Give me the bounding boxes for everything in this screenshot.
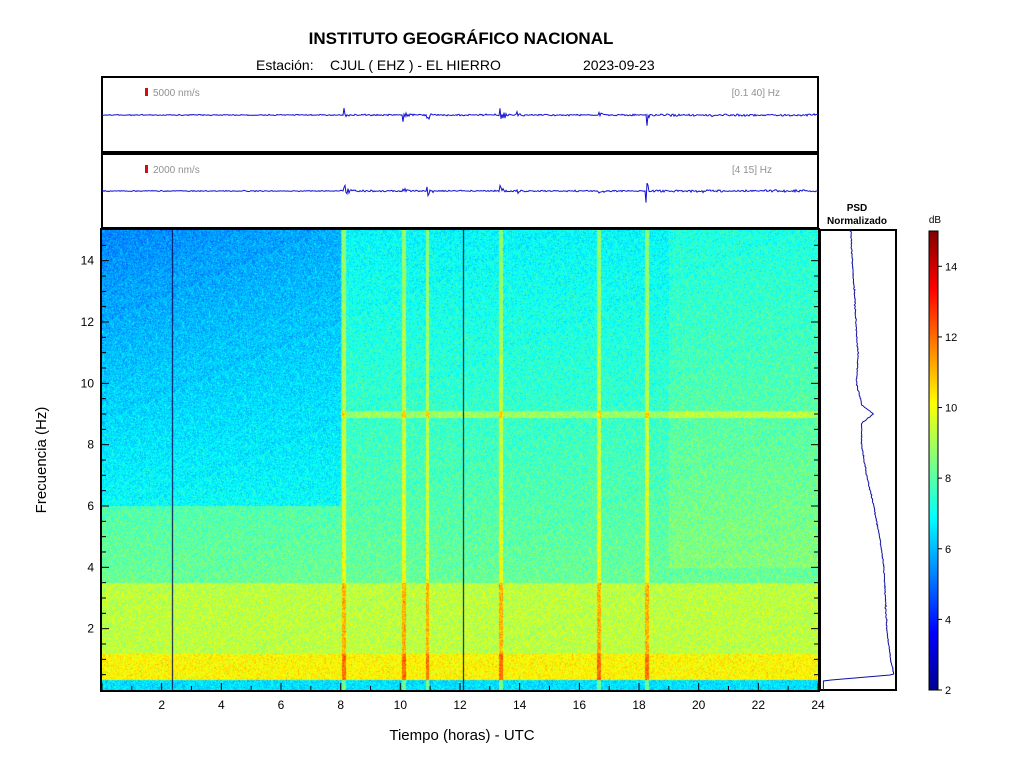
x-tick-label: 2 — [158, 698, 165, 712]
seismic-trace-filtered — [101, 182, 819, 203]
colorbar-tick-label: 14 — [945, 261, 957, 273]
y-tick-label: 10 — [81, 376, 95, 390]
colorbar-label: dB — [929, 215, 942, 226]
scale-label-broadband: 5000 nm/s — [153, 88, 200, 99]
y-tick-label: 12 — [81, 315, 95, 329]
x-tick-label: 10 — [394, 698, 408, 712]
y-tick-label: 4 — [87, 560, 94, 574]
station-date: 2023-09-23 — [583, 57, 655, 73]
x-tick-label: 18 — [632, 698, 646, 712]
colorbar-tick-label: 4 — [945, 614, 951, 626]
scale-label-filtered: 2000 nm/s — [153, 165, 200, 176]
x-tick-label: 14 — [513, 698, 527, 712]
spectrogram-heatmap — [102, 230, 818, 690]
x-tick-label: 4 — [218, 698, 225, 712]
x-tick-label: 24 — [811, 698, 825, 712]
y-axis-label: Frecuencia (Hz) — [33, 407, 50, 514]
y-tick-label: 8 — [87, 438, 94, 452]
trace-panel-filtered: 2000 nm/s [4 15] Hz — [101, 153, 819, 229]
psd-panel: PSD Normalizado — [819, 203, 897, 691]
y-tick-label: 2 — [87, 622, 94, 636]
colorbar-tick-label: 12 — [945, 332, 957, 344]
filter-label-filtered: [4 15] Hz — [732, 165, 772, 176]
x-axis-ticks: 2 4 6 8 10 12 14 16 18 20 22 24 — [101, 683, 825, 712]
x-tick-label: 8 — [337, 698, 344, 712]
scale-bar-filtered — [145, 165, 148, 173]
colorbar: dB 2 4 6 8 10 12 14 — [928, 215, 957, 697]
scale-bar-broadband — [145, 88, 148, 96]
colorbar-tick-label: 6 — [945, 544, 951, 556]
y-axis-ticks: 2 4 6 8 10 12 14 — [81, 244, 818, 676]
psd-curve — [822, 229, 895, 690]
x-tick-label: 22 — [752, 698, 766, 712]
seismic-trace-broadband — [101, 108, 819, 126]
station-label: Estación: — [256, 57, 314, 73]
x-tick-label: 16 — [573, 698, 587, 712]
trace-panel-broadband: 5000 nm/s [0.1 40] Hz — [101, 76, 819, 153]
colorbar-tick-label: 8 — [945, 473, 951, 485]
station-name: CJUL ( EHZ ) - EL HIERRO — [330, 57, 501, 73]
colorbar-tick-label: 2 — [945, 685, 951, 697]
psd-title-line1: PSD — [847, 203, 868, 214]
y-tick-label: 14 — [81, 254, 95, 268]
x-tick-label: 12 — [453, 698, 467, 712]
x-axis-label: Tiempo (horas) - UTC — [389, 727, 534, 744]
y-tick-label: 6 — [87, 499, 94, 513]
psd-title-line2: Normalizado — [827, 216, 887, 227]
colorbar-tick-label: 10 — [945, 403, 957, 415]
filter-label-broadband: [0.1 40] Hz — [732, 88, 780, 99]
colorbar-ticks: 2 4 6 8 10 12 14 — [938, 261, 957, 697]
x-tick-label: 20 — [692, 698, 706, 712]
x-tick-label: 6 — [278, 698, 285, 712]
figure-title: INSTITUTO GEOGRÁFICO NACIONAL — [309, 29, 614, 48]
